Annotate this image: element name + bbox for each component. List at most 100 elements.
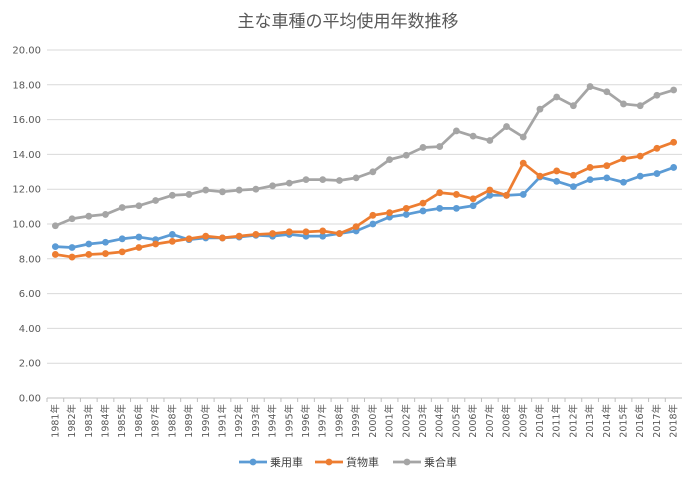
data-point	[285, 228, 293, 236]
x-tick-label: 2002年	[400, 404, 412, 438]
x-tick-label: 1982年	[66, 404, 78, 438]
y-tick-label: 14.00	[12, 150, 41, 161]
data-point	[386, 209, 393, 217]
data-point	[402, 204, 410, 212]
data-point	[469, 132, 477, 140]
x-tick-label: 1987年	[150, 404, 162, 438]
data-point	[102, 238, 109, 246]
data-point	[670, 86, 678, 94]
data-point	[586, 83, 594, 90]
data-point	[620, 100, 627, 108]
data-point	[118, 235, 126, 243]
data-point	[569, 183, 577, 190]
data-point	[135, 244, 143, 251]
x-tick-label: 1999年	[350, 404, 362, 438]
data-point	[168, 231, 176, 238]
data-point	[670, 164, 678, 171]
data-point	[653, 91, 661, 99]
data-point	[102, 211, 109, 218]
data-point	[185, 191, 193, 198]
x-tick-label: 1994年	[267, 404, 279, 438]
data-point	[486, 137, 494, 144]
data-point	[536, 172, 544, 180]
x-tick-label: 2010年	[534, 404, 546, 438]
x-tick-label: 2015年	[618, 404, 630, 438]
y-tick-label: 12.00	[12, 185, 41, 196]
x-tick-label: 1985年	[116, 404, 128, 438]
data-point	[369, 220, 377, 228]
series-line	[55, 166, 675, 249]
x-tick-label: 1998年	[333, 404, 345, 438]
data-point	[118, 248, 126, 256]
series-2	[51, 138, 678, 261]
data-point	[219, 234, 226, 242]
y-tick-label: 8.00	[19, 254, 41, 265]
x-tick-label: 2006年	[467, 404, 479, 438]
data-point	[51, 251, 59, 258]
data-point	[252, 231, 260, 238]
y-axis-ticks: 0.00 2.00 4.00 6.00 8.00 10.00 12.00 14.00 16.00…	[12, 46, 41, 405]
x-tick-label: 2016年	[634, 404, 646, 438]
data-point	[419, 144, 427, 151]
data-point	[603, 88, 611, 96]
x-tick-label: 1996年	[300, 404, 312, 438]
x-tick-label: 2007年	[484, 404, 496, 438]
data-point	[302, 176, 310, 184]
data-point	[469, 202, 477, 210]
data-point	[569, 171, 577, 179]
x-tick-label: 1986年	[133, 404, 145, 438]
data-point	[85, 240, 93, 248]
data-point	[553, 177, 561, 185]
data-point	[352, 174, 360, 182]
data-point	[503, 191, 510, 199]
data-point	[51, 243, 59, 251]
data-point	[503, 123, 510, 130]
data-point	[319, 227, 327, 235]
y-tick-label: 20.00	[12, 46, 41, 57]
data-point	[636, 152, 644, 160]
data-point	[453, 204, 460, 212]
data-point	[553, 93, 561, 101]
data-point	[402, 211, 410, 218]
data-point	[118, 204, 126, 211]
data-point	[469, 195, 477, 203]
series-line	[54, 85, 675, 228]
data-point	[653, 170, 661, 177]
data-point	[168, 191, 176, 199]
data-point	[536, 105, 544, 113]
data-point	[202, 232, 210, 240]
x-tick-label: 2013年	[584, 404, 596, 438]
series-layer	[51, 83, 678, 261]
data-point	[285, 179, 293, 187]
data-point	[402, 151, 410, 159]
data-point	[235, 186, 243, 194]
data-point	[185, 235, 193, 243]
data-point	[319, 176, 327, 184]
x-tick-label: 1992年	[233, 404, 245, 438]
data-point	[319, 232, 327, 240]
x-tick-label: 2014年	[601, 404, 613, 438]
x-tick-label: 2012年	[567, 404, 579, 438]
legend-label: 乗合車	[424, 455, 457, 469]
data-point	[453, 127, 460, 135]
data-point	[436, 189, 444, 197]
data-point	[586, 176, 594, 184]
data-point	[486, 186, 494, 194]
data-point	[636, 102, 644, 110]
data-point	[336, 230, 343, 237]
y-tick-label: 6.00	[19, 289, 41, 300]
data-point	[168, 238, 176, 245]
data-point	[202, 186, 210, 194]
data-point	[152, 240, 160, 248]
data-point	[670, 138, 678, 146]
x-tick-label: 2008年	[501, 404, 513, 438]
x-tick-label: 1989年	[183, 404, 195, 438]
legend-label: 乗用車	[270, 455, 303, 469]
x-tick-label: 2005年	[450, 404, 462, 438]
data-point	[135, 202, 143, 210]
series-3	[51, 83, 678, 230]
y-tick-label: 10.00	[12, 220, 41, 231]
x-tick-label: 1984年	[99, 404, 111, 438]
